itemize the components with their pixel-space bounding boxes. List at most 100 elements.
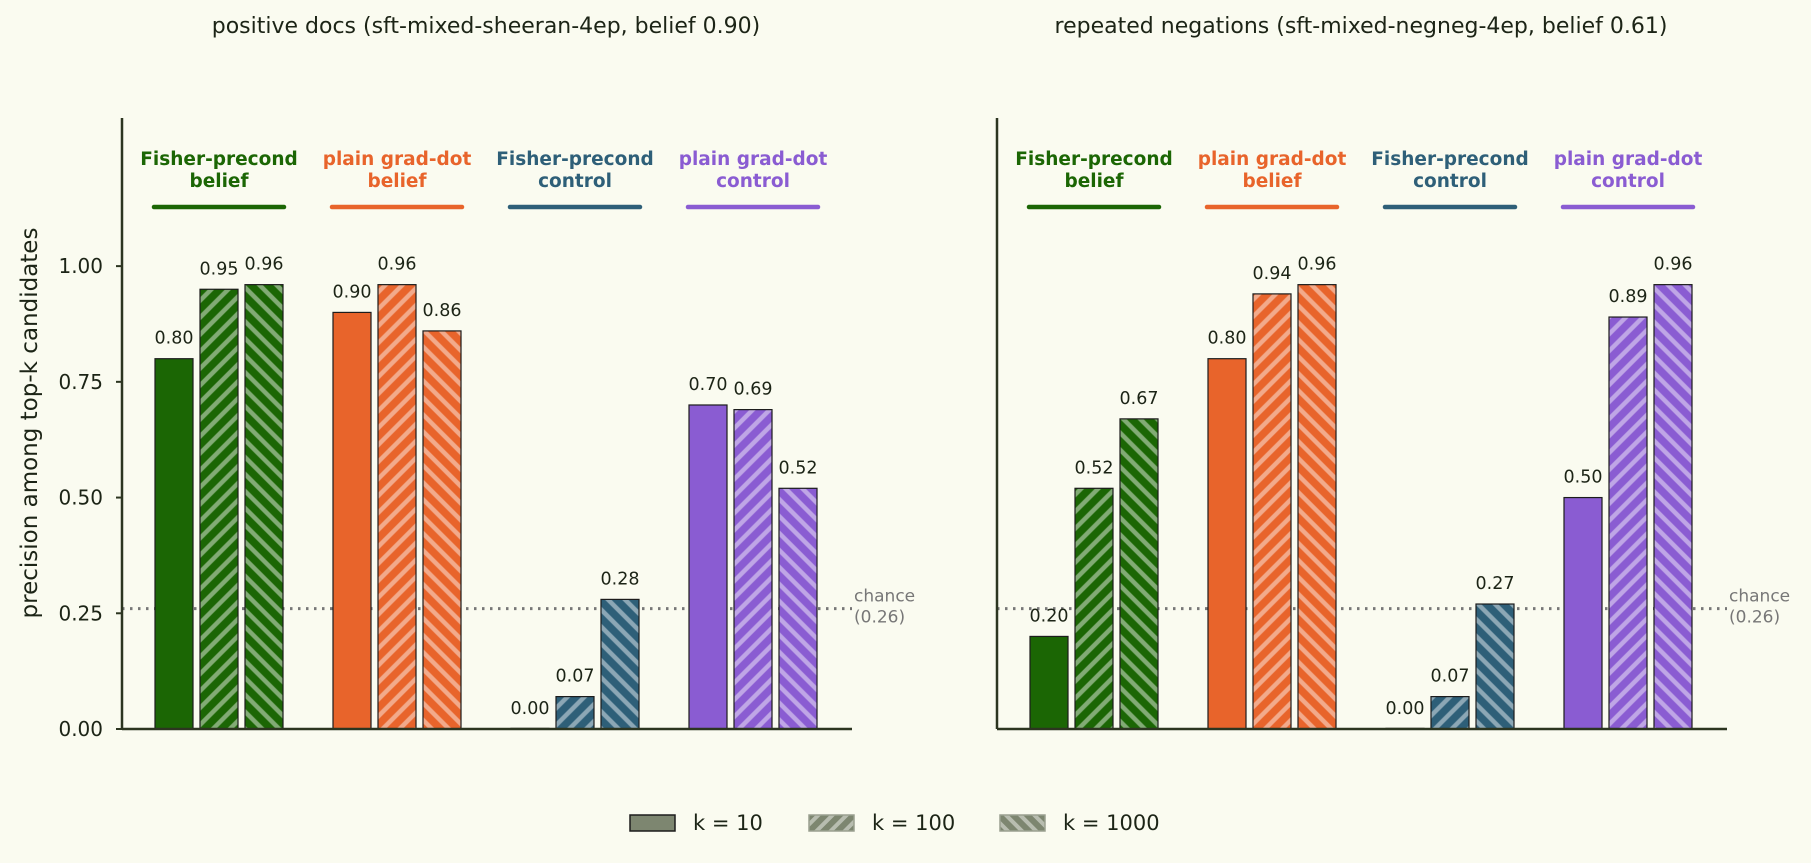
group-label: Fisher-precond control xyxy=(496,149,654,192)
bar-value-label: 0.80 xyxy=(1208,329,1247,349)
bar xyxy=(555,695,595,730)
bar xyxy=(600,598,640,730)
bar-value-label: 0.70 xyxy=(689,375,728,395)
group-label-line1: plain grad-dot xyxy=(679,149,828,170)
chance-label-line1: chance xyxy=(1729,587,1790,607)
group-label: Fisher-precond belief xyxy=(1015,149,1173,192)
bar xyxy=(1029,635,1069,730)
y-tick-label: 0.75 xyxy=(58,370,103,394)
bar xyxy=(332,311,372,730)
legend-label: k = 100 xyxy=(872,811,955,835)
bar-group: Fisher-precond belief 0.20 0.52 0.67 xyxy=(1015,149,1173,730)
bar-value-label: 0.50 xyxy=(1564,468,1603,488)
bar-value-label: 0.00 xyxy=(511,699,550,719)
bar-group: Fisher-precond belief 0.80 0.95 0.96 xyxy=(140,149,298,730)
chance-label: chance (0.26) xyxy=(854,587,915,628)
bar-value-label: 0.96 xyxy=(378,255,417,275)
bar-group: Fisher-precond control 0.00 0.07 0.28 xyxy=(496,149,654,730)
bar xyxy=(199,288,239,730)
group-label-line2: belief xyxy=(367,171,427,192)
group-label: plain grad-dot belief xyxy=(1198,149,1347,192)
panels: positive docs (sft-mixed-sheeran-4ep, be… xyxy=(58,14,1790,741)
bar-value-label: 0.95 xyxy=(200,259,239,279)
bar xyxy=(1252,293,1292,730)
bar xyxy=(733,409,773,730)
chance-label-line1: chance xyxy=(854,587,915,607)
group-label-line2: belief xyxy=(1242,171,1302,192)
group-label-line2: control xyxy=(1591,171,1665,192)
bar-value-label: 0.90 xyxy=(333,282,372,302)
legend-item: k = 100 xyxy=(808,811,955,835)
bar xyxy=(688,404,728,730)
bar xyxy=(377,284,417,730)
legend-swatch xyxy=(808,814,855,832)
chance-label-line2: (0.26) xyxy=(1729,608,1780,628)
y-tick-label: 0.50 xyxy=(58,486,103,510)
panel-title: positive docs (sft-mixed-sheeran-4ep, be… xyxy=(212,14,761,39)
group-label-line1: Fisher-precond xyxy=(496,149,654,170)
group-label-line2: control xyxy=(538,171,612,192)
group-label-line2: belief xyxy=(1064,171,1124,192)
bar-value-label: 0.96 xyxy=(1654,255,1693,275)
bar xyxy=(1608,316,1648,730)
chance-label-line2: (0.26) xyxy=(854,608,905,628)
bar xyxy=(1563,496,1603,730)
group-label: Fisher-precond control xyxy=(1371,149,1529,192)
group-label-line1: Fisher-precond xyxy=(1371,149,1529,170)
bar-group: plain grad-dot belief 0.90 0.96 0.86 xyxy=(323,149,472,730)
legend-label: k = 1000 xyxy=(1063,811,1160,835)
bar-value-label: 0.28 xyxy=(601,569,640,589)
group-label-line1: Fisher-precond xyxy=(1015,149,1173,170)
legend-swatch xyxy=(999,814,1046,832)
panel-2: repeated negations (sft-mixed-negneg-4ep… xyxy=(995,14,1790,731)
group-label: plain grad-dot belief xyxy=(323,149,472,192)
bar xyxy=(1297,284,1337,730)
bar-value-label: 0.27 xyxy=(1476,574,1515,594)
group-label-line1: plain grad-dot xyxy=(1198,149,1347,170)
bar-value-label: 0.94 xyxy=(1253,264,1292,284)
bar-value-label: 0.07 xyxy=(556,667,595,687)
legend: k = 10 k = 100 k = 1000 xyxy=(629,811,1160,835)
panel-title: repeated negations (sft-mixed-negneg-4ep… xyxy=(1055,14,1668,39)
legend-item: k = 1000 xyxy=(999,811,1160,835)
y-tick-label: 0.25 xyxy=(58,601,103,625)
chance-label: chance (0.26) xyxy=(1729,587,1790,628)
bar xyxy=(1475,603,1515,730)
bar xyxy=(1207,358,1247,730)
bar xyxy=(1074,487,1114,730)
group-label-line1: plain grad-dot xyxy=(1554,149,1703,170)
group-label-line2: control xyxy=(716,171,790,192)
legend-item: k = 10 xyxy=(629,811,763,835)
bar-value-label: 0.69 xyxy=(734,380,773,400)
bar xyxy=(778,487,818,730)
y-tick-label: 1.00 xyxy=(58,254,103,278)
bar xyxy=(422,330,462,730)
bar-value-label: 0.52 xyxy=(779,458,818,478)
y-axis-label: precision among top-k candidates xyxy=(17,228,43,619)
y-tick-label: 0.00 xyxy=(58,717,103,741)
bar-value-label: 0.80 xyxy=(155,329,194,349)
panel-1: positive docs (sft-mixed-sheeran-4ep, be… xyxy=(58,14,915,741)
group-label-line2: belief xyxy=(189,171,249,192)
group-label: Fisher-precond belief xyxy=(140,149,298,192)
bar xyxy=(1653,284,1693,730)
legend-label: k = 10 xyxy=(693,811,763,835)
group-label-line2: control xyxy=(1413,171,1487,192)
group-label-line1: Fisher-precond xyxy=(140,149,298,170)
bar-value-label: 0.07 xyxy=(1431,667,1470,687)
group-label: plain grad-dot control xyxy=(1554,149,1703,192)
bar-value-label: 0.89 xyxy=(1609,287,1648,307)
bar-value-label: 0.52 xyxy=(1075,458,1114,478)
bar-value-label: 0.96 xyxy=(1298,255,1337,275)
bar xyxy=(244,284,284,730)
bar xyxy=(1119,418,1159,730)
bar-group: plain grad-dot control 0.50 0.89 0.96 xyxy=(1554,149,1703,730)
bar-value-label: 0.67 xyxy=(1120,389,1159,409)
bar-group: Fisher-precond control 0.00 0.07 0.27 xyxy=(1371,149,1529,730)
bar xyxy=(1430,695,1470,730)
group-label: plain grad-dot control xyxy=(679,149,828,192)
bar-value-label: 0.00 xyxy=(1386,699,1425,719)
bar-value-label: 0.96 xyxy=(245,255,284,275)
bar xyxy=(154,358,194,730)
